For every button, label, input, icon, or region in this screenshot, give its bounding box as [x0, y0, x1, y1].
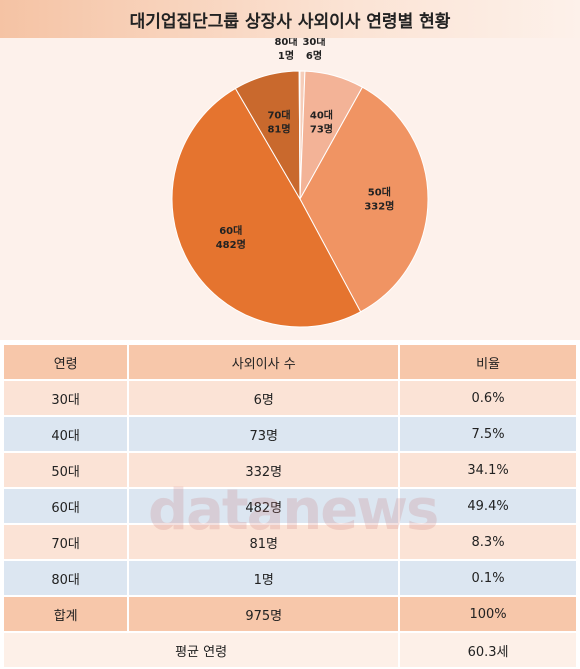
slice-label: 80대 [274, 38, 297, 48]
slice-label: 70대 [267, 108, 290, 121]
table-row: 30대 6명 0.6% [1, 379, 578, 417]
chart-title: 대기업집단그룹 상장사 사외이사 연령별 현황 [0, 0, 580, 38]
table-row: 40대 73명 7.5% [1, 415, 578, 453]
watermark: datanews [148, 478, 439, 543]
table-cell: 60.3세 [398, 631, 578, 669]
table-cell: 1명 [127, 559, 401, 597]
table-cell: 40대 [1, 415, 130, 453]
table-cell: 8.3% [398, 523, 578, 561]
table-cell: 비율 [398, 343, 578, 381]
value-label: 332명 [364, 200, 394, 213]
table-cell: 50대 [1, 451, 130, 489]
table-cell: 사외이사 수 [127, 343, 401, 381]
table-cell: 0.6% [398, 379, 578, 417]
pie-slice [171, 87, 362, 328]
table-cell: 70대 [1, 523, 130, 561]
table-cell: 60대 [1, 487, 130, 525]
table-cell: 6명 [127, 379, 401, 417]
table-cell: 80대 [1, 559, 130, 597]
table-cell: 0.1% [398, 559, 578, 597]
table-row: 합계 975명 100% [1, 595, 578, 633]
table-row: 80대 1명 0.1% [1, 559, 578, 597]
table-cell: 100% [398, 595, 578, 633]
table-cell: 73명 [127, 415, 401, 453]
table-cell: 합계 [1, 595, 130, 633]
table-cell: 7.5% [398, 415, 578, 453]
value-label: 1명 [278, 49, 294, 62]
table-cell: 332명 [127, 451, 401, 489]
table-cell: 81명 [127, 523, 401, 561]
table-row: 연령 사외이사 수 비율 [1, 343, 578, 381]
data-table: 연령 사외이사 수 비율 30대 6명 0.6% 40대 73명 7.5% 50대 332명 34.1… [1, 343, 578, 669]
table-cell: 49.4% [398, 487, 578, 525]
value-label: 482명 [216, 238, 246, 251]
table-cell: 연령 [1, 343, 130, 381]
table-row: 50대 332명 34.1% [1, 451, 578, 489]
table-cell: 평균 연령 [1, 631, 401, 669]
pie-slice [298, 70, 301, 200]
table-cell: 34.1% [398, 451, 578, 489]
table-row: 60대 482명 49.4% [1, 487, 578, 525]
table-row: 70대 81명 8.3% [1, 523, 578, 561]
table-cell: 482명 [127, 487, 401, 525]
table-cell: 975명 [127, 595, 401, 633]
pie-slice [299, 86, 429, 313]
table-cell: 30대 [1, 379, 130, 417]
slice-label: 60대 [219, 224, 242, 237]
slice-label: 40대 [310, 109, 333, 122]
slice-label: 30대 [302, 38, 325, 48]
slice-label: 50대 [368, 186, 391, 199]
value-label: 81명 [267, 122, 290, 135]
value-label: 6명 [306, 49, 322, 62]
table-row: 평균 연령 60.3세 [1, 631, 578, 669]
value-label: 73명 [310, 123, 333, 136]
